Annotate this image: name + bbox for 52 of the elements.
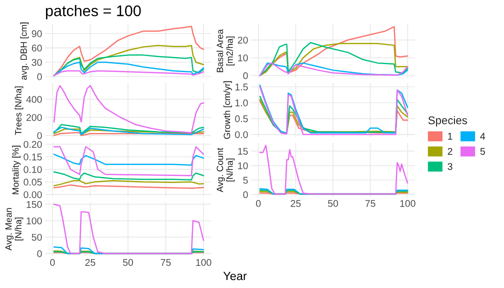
x-tick-label: 25 — [85, 259, 96, 266]
y-tick-label: 150 — [26, 201, 42, 208]
x-tick-label: 50 — [328, 200, 338, 207]
y-tick-label: 0.00 — [24, 191, 42, 198]
x-tick-label: 50 — [122, 259, 134, 266]
y-tick-label: 200 — [26, 114, 42, 121]
y-tick-label: 100 — [26, 217, 42, 224]
y-tick-label: 1.5 — [235, 84, 248, 90]
x-tick-label: 75 — [365, 200, 376, 207]
y-tick-label: 0.10 — [24, 166, 42, 173]
x-tick-label: 25 — [290, 200, 301, 207]
legend-label: 4 — [480, 132, 486, 140]
y-axis-title: Mortality [%] — [12, 146, 21, 194]
y-tick-label: 10 — [238, 54, 248, 62]
x-axis-title: Year — [223, 272, 247, 280]
x-tick-label: 0 — [256, 200, 261, 207]
y-axis-title: Growth [cm/yr] — [224, 81, 232, 139]
y-tick-label: 20 — [238, 36, 248, 44]
legend-label: 1 — [448, 132, 452, 140]
x-tick-label: 100 — [400, 200, 416, 207]
y-tick-label: 0 — [243, 191, 248, 198]
y-tick-label: 0 — [243, 72, 248, 80]
y-axis-title: avg. DBH [cm] — [20, 22, 29, 80]
y-axis-title: Avg. Count [N/ha] — [216, 148, 235, 192]
y-tick-label: 60 — [32, 44, 42, 52]
legend-label: 2 — [448, 148, 452, 155]
y-tick-label: 0.5 — [235, 115, 248, 122]
y-tick-label: 5 — [243, 176, 248, 184]
y-tick-label: 90 — [32, 30, 42, 38]
y-axis-title: Basal Area [m2/ha] — [216, 29, 235, 72]
y-tick-label: 1.0 — [235, 99, 248, 106]
x-tick-label: 100 — [196, 259, 212, 266]
y-tick-label: 10 — [238, 162, 248, 170]
y-axis-title: Avg. Mean [N/ha] — [5, 208, 24, 250]
chart-title: patches = 100 — [46, 5, 141, 20]
x-tick-label: 0 — [50, 259, 55, 266]
legend-label: 3 — [448, 163, 452, 170]
y-tick-label: 0.05 — [24, 178, 42, 186]
y-tick-label: 15 — [238, 148, 248, 155]
y-tick-label: 0.15 — [24, 154, 42, 160]
y-tick-label: 0.0 — [235, 131, 248, 138]
legend-title: Species — [428, 116, 468, 126]
y-tick-label: 0 — [37, 73, 42, 80]
y-tick-label: 50 — [32, 234, 42, 241]
legend-label: 5 — [480, 148, 485, 155]
y-tick-label: 30 — [32, 58, 42, 66]
y-tick-label: 0 — [37, 250, 42, 258]
y-tick-label: 0 — [37, 132, 42, 140]
y-tick-label: 0.20 — [24, 140, 42, 148]
y-axis-title: Trees [N/ha] — [14, 86, 24, 135]
y-tick-label: 400 — [26, 96, 42, 103]
x-tick-label: 75 — [160, 259, 171, 266]
